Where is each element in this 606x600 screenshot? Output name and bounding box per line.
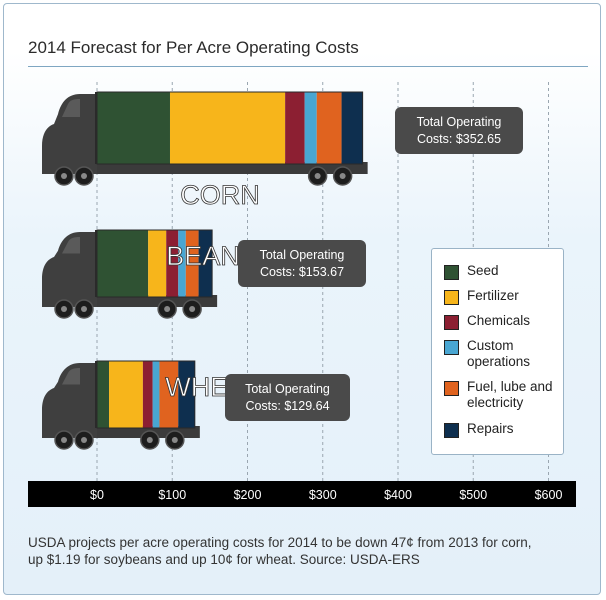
truck-windshield-beans	[62, 237, 80, 254]
x-tick-label-6: $600	[535, 488, 563, 502]
total-callout-corn	[395, 107, 523, 154]
bar-segment-beans-custom-operations	[178, 230, 186, 297]
total-value-wheat: Costs: $129.64	[245, 399, 329, 413]
legend-label-seed: Seed	[467, 263, 499, 278]
legend-item-chemicals: Chemicals	[444, 313, 563, 330]
legend-label-custom-operations: Custom operations	[467, 338, 531, 369]
trailer-outline-wheat	[96, 360, 196, 429]
trailer-outline-corn	[96, 91, 364, 165]
legend-label-chemicals: Chemicals	[467, 313, 531, 328]
truck-hub-beans-1	[81, 306, 87, 312]
truck-gap-beans	[95, 230, 97, 297]
title-divider	[28, 66, 588, 67]
bar-segment-wheat-fuel-lube-and-electricity	[159, 361, 179, 428]
bar-segment-corn-seed	[97, 92, 170, 164]
bar-segment-beans-seed	[97, 230, 149, 297]
infographic-frame: 2014 Forecast for Per Acre Operating Cos…	[3, 3, 601, 595]
truck-cab-corn	[42, 94, 97, 174]
x-axis-band	[28, 481, 576, 507]
legend-swatch-repairs	[444, 423, 459, 438]
bar-segment-beans-repairs	[198, 230, 213, 297]
total-value-beans: Costs: $153.67	[260, 265, 344, 279]
bar-segment-beans-chemicals	[166, 230, 179, 297]
legend-label-fuel: Fuel, lube and electricity	[467, 379, 553, 410]
bar-segment-corn-chemicals	[285, 92, 305, 164]
x-tick-label-2: $200	[234, 488, 262, 502]
truck-hub-corn-1	[81, 173, 87, 179]
total-label-corn: Total Operating	[417, 115, 502, 129]
legend-item-repairs: Repairs	[444, 421, 563, 438]
bar-segment-beans-fertilizer	[148, 230, 167, 297]
x-tick-label-1: $100	[158, 488, 186, 502]
trailer-outline-beans	[96, 229, 213, 298]
bar-segment-wheat-fertilizer	[109, 361, 143, 428]
truck-hub-beans-0	[61, 306, 67, 312]
truck-hub-wheat-3	[171, 437, 178, 443]
legend-swatch-chemicals	[444, 315, 459, 330]
total-callout-wheat	[225, 374, 350, 421]
legend-swatch-fuel	[444, 381, 459, 396]
bar-segment-wheat-custom-operations	[152, 361, 160, 428]
truck-windshield-wheat	[62, 368, 80, 385]
truck-hub-corn-0	[61, 173, 67, 179]
truck-windshield-corn	[62, 99, 80, 118]
legend-label-repairs: Repairs	[467, 421, 514, 436]
truck-corn: CORN Total Operating Costs: $352.65	[42, 91, 523, 210]
truck-cab-beans	[42, 232, 97, 307]
truck-hub-beans-2	[164, 306, 171, 312]
x-tick-label-0: $0	[90, 488, 104, 502]
bar-segment-corn-repairs	[341, 92, 363, 164]
truck-hub-corn-3	[339, 173, 346, 179]
legend-swatch-seed	[444, 265, 459, 280]
bar-segment-wheat-chemicals	[142, 361, 153, 428]
legend-item-fuel: Fuel, lube and electricity	[444, 379, 563, 411]
truck-hub-corn-2	[314, 173, 321, 179]
chart-title: 2014 Forecast for Per Acre Operating Cos…	[28, 38, 359, 57]
bar-segment-corn-custom-operations	[304, 92, 317, 164]
truck-hub-wheat-2	[146, 437, 153, 443]
total-value-corn: Costs: $352.65	[417, 132, 501, 146]
legend-item-seed: Seed	[444, 263, 563, 280]
legend-label-fertilizer: Fertilizer	[467, 288, 519, 303]
bar-segment-beans-fuel-lube-and-electricity	[185, 230, 199, 297]
truck-chassis-corn	[54, 162, 368, 174]
legend-swatch-fertilizer	[444, 290, 459, 305]
total-label-wheat: Total Operating	[245, 382, 330, 396]
x-tick-label-4: $400	[384, 488, 412, 502]
legend-swatch-custom-operations	[444, 340, 459, 355]
source-caption: USDA projects per acre operating costs f…	[28, 535, 532, 567]
truck-cab-wheat	[42, 363, 97, 438]
legend-item-fertilizer: Fertilizer	[444, 288, 563, 305]
truck-chart: $0 $100 $200 $300 $400 $500 $600 CORN Total Oper…	[28, 82, 576, 507]
category-label-corn: CORN	[180, 180, 260, 210]
truck-gap-wheat	[95, 361, 97, 428]
bar-segment-wheat-seed	[97, 361, 110, 428]
truck-hub-wheat-0	[61, 437, 67, 443]
total-label-beans: Total Operating	[260, 248, 345, 262]
truck-hub-wheat-1	[81, 437, 87, 443]
x-tick-label-5: $500	[459, 488, 487, 502]
truck-gap-corn	[95, 92, 97, 164]
bar-segment-corn-fuel-lube-and-electricity	[316, 92, 342, 164]
truck-hub-beans-3	[189, 306, 196, 312]
bar-segment-corn-fertilizer	[169, 92, 286, 164]
x-tick-label-3: $300	[309, 488, 337, 502]
legend-item-custom-operations: Custom operations	[444, 338, 563, 370]
legend: Seed Fertilizer Chemicals Custom operati…	[431, 248, 564, 455]
bar-segment-wheat-repairs	[178, 361, 195, 428]
total-callout-beans	[238, 240, 366, 287]
